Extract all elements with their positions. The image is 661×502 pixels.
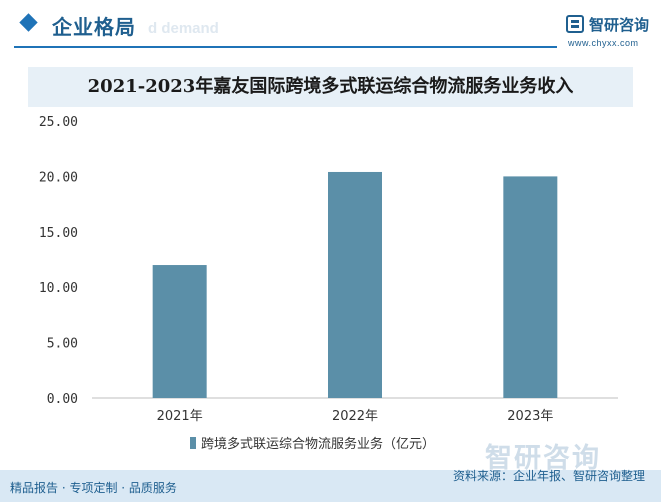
- section-subtitle-watermark: d demand: [148, 20, 219, 37]
- x-tick-label: 2022年: [332, 409, 378, 424]
- header-divider: [14, 46, 557, 48]
- y-tick-label: 20.00: [39, 170, 78, 185]
- footer-band: [0, 470, 661, 502]
- x-tick-label: 2023年: [507, 409, 553, 424]
- chart-title-band: [28, 67, 633, 107]
- legend-swatch: [190, 437, 196, 449]
- y-tick-label: 10.00: [39, 281, 78, 296]
- brand-watermark: 智研咨询: [485, 443, 601, 474]
- x-tick-label: 2021年: [157, 409, 203, 424]
- source-note: 资料来源：企业年报、智研咨询整理: [452, 469, 645, 483]
- y-tick-label: 15.00: [39, 226, 78, 241]
- y-tick-label: 25.00: [39, 115, 78, 130]
- brand-logo-icon: [566, 15, 584, 33]
- bar: [503, 176, 558, 398]
- header: 企业格局 d demand: [0, 0, 661, 50]
- y-tick-label: 5.00: [47, 337, 78, 352]
- chart-title: 2021-2023年嘉友国际跨境多式联运综合物流服务业务收入: [87, 76, 574, 97]
- brand-url: www.chyxx.com: [568, 38, 639, 48]
- footer-tagline: 精品报告 · 专项定制 · 品质服务: [10, 481, 177, 495]
- bar: [152, 265, 207, 398]
- bar: [328, 171, 382, 398]
- y-tick-label: 0.00: [47, 392, 78, 407]
- brand-name: 智研咨询: [589, 16, 650, 34]
- section-title: 企业格局: [52, 15, 136, 39]
- legend-label: 跨境多式联运综合物流服务业务（亿元）: [201, 436, 435, 452]
- bar-chart: 0.00 5.00 10.00 15.00 20.00 25.00 2021年 2022年 20…: [39, 115, 618, 452]
